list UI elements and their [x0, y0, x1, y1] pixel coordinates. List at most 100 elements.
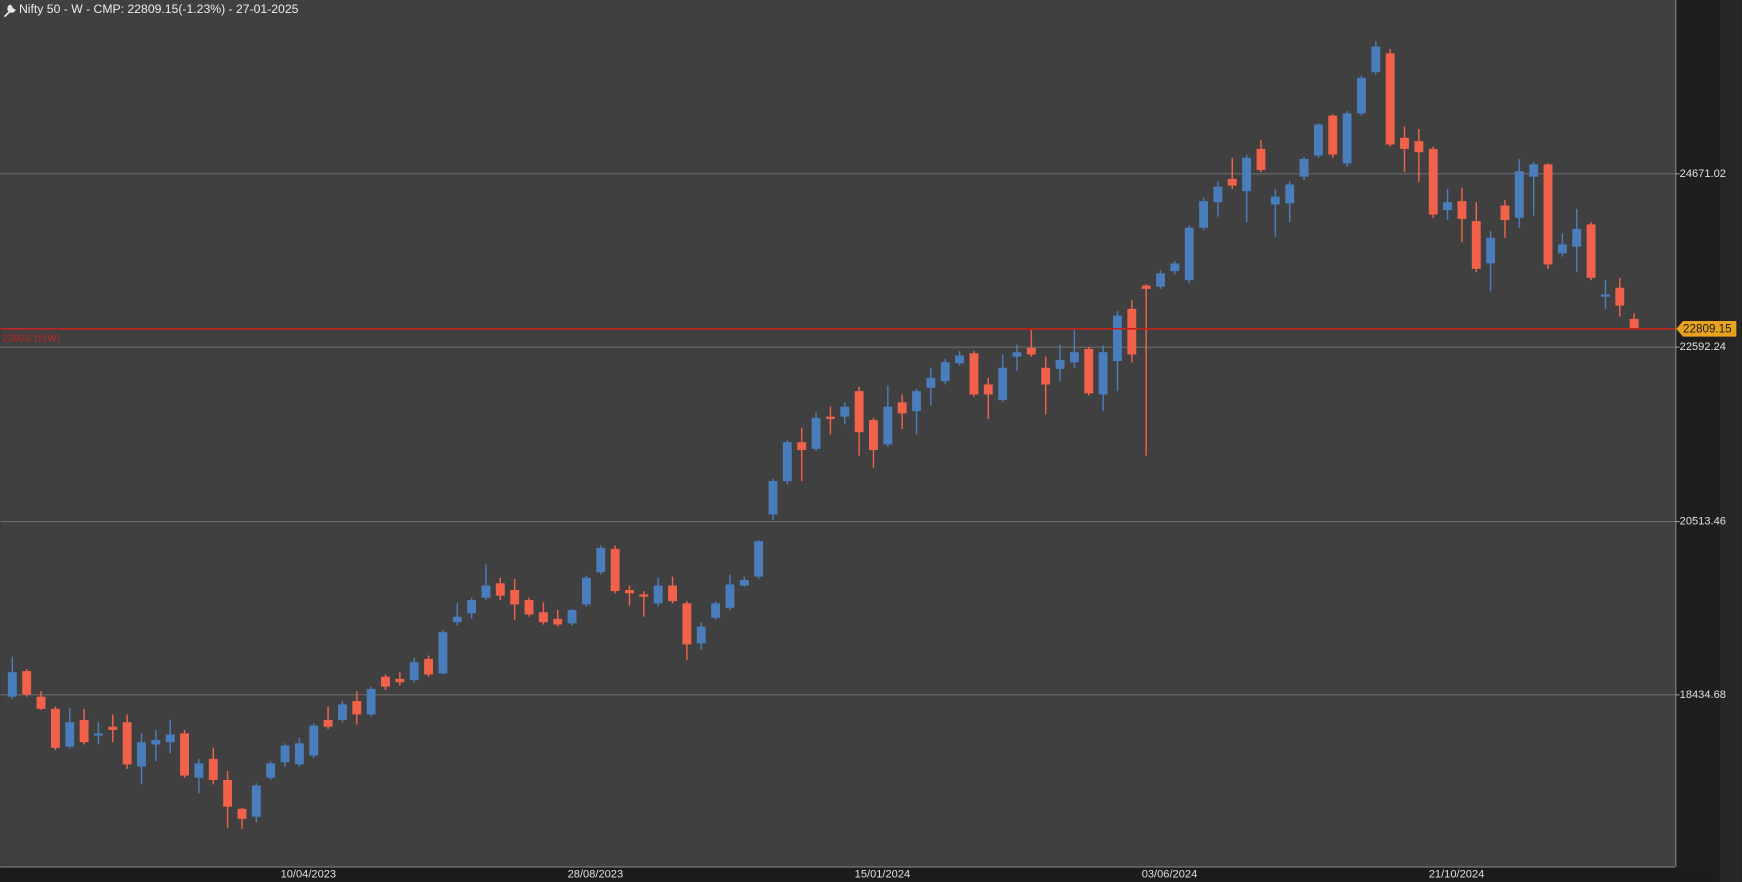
candle-body — [1328, 115, 1338, 155]
candle-body — [625, 589, 634, 594]
candle-body — [137, 742, 146, 767]
candle-body — [251, 785, 261, 817]
candle-body — [1069, 352, 1079, 363]
candle-body — [869, 419, 878, 450]
candle-body — [266, 763, 276, 778]
candle-body — [912, 391, 921, 412]
candle-body — [538, 612, 548, 623]
candle-body — [811, 417, 821, 449]
candle-body — [309, 725, 319, 756]
candle-body — [93, 733, 103, 736]
candles — [7, 41, 1639, 829]
candle-body — [223, 780, 233, 807]
candle-body — [1199, 201, 1209, 228]
candle-body — [1529, 164, 1539, 177]
plot-background — [0, 0, 1676, 867]
candle-body — [381, 676, 390, 687]
candle-body — [22, 671, 32, 695]
candle-body — [122, 722, 132, 765]
candle-body — [1428, 148, 1438, 215]
wrench-icon[interactable] — [3, 4, 16, 18]
candle-body — [1371, 46, 1381, 73]
candle-body — [610, 548, 620, 592]
candle-body — [424, 658, 433, 675]
candle-body — [1500, 205, 1510, 220]
candle-body — [1041, 367, 1051, 385]
candle-body — [510, 589, 520, 605]
candle-body — [108, 726, 118, 731]
candle-body — [323, 719, 333, 727]
candle-body — [1213, 186, 1223, 203]
candle-body — [1084, 348, 1094, 394]
candle-body — [467, 600, 477, 614]
candle-body — [653, 585, 663, 604]
candle-body — [1543, 164, 1553, 265]
title-block: Nifty 50 - W - CMP: 22809.15(-1.23%) - 2… — [3, 2, 299, 18]
candle-body — [825, 416, 835, 419]
candle-body — [180, 733, 189, 776]
candle-body — [1414, 141, 1424, 153]
candle-body — [1256, 148, 1266, 171]
candle-body — [1400, 137, 1409, 149]
candle-body — [768, 481, 778, 515]
price-axis-panel — [1675, 0, 1720, 867]
candle-body — [194, 763, 204, 778]
candle-body — [782, 442, 792, 482]
candle-body — [524, 600, 534, 615]
candle-body — [165, 734, 175, 743]
candle-body — [1457, 201, 1467, 219]
candle-body — [754, 541, 764, 577]
overlay: 22809.15(W) 22809.15 — [0, 321, 1737, 344]
y-tick-label: 22592.24 — [1680, 341, 1726, 353]
candle-body — [581, 577, 591, 605]
y-tick-label: 24671.02 — [1680, 168, 1726, 180]
candle-body — [1615, 287, 1625, 306]
candle-body — [897, 402, 907, 414]
grid: 18434.68 20513.46 22592.24 24671.02 10/04/20… — [0, 168, 1726, 881]
candle-body — [596, 547, 606, 573]
x-tick-label: 03/06/2024 — [1142, 869, 1198, 881]
candle-body — [1443, 202, 1453, 211]
candle-body — [1299, 158, 1309, 177]
candle-body — [668, 585, 677, 602]
candle-body — [409, 662, 419, 681]
candle-body — [639, 594, 649, 597]
chart-title: Nifty 50 - W - CMP: 22809.15(-1.23%) - 2… — [19, 2, 299, 16]
candle-body — [495, 583, 505, 596]
candle-body — [1113, 315, 1122, 362]
candle-body — [1471, 221, 1481, 269]
candle-body — [1600, 294, 1610, 297]
candle-body — [682, 603, 692, 645]
candle-body — [1184, 227, 1194, 281]
candle-body — [237, 808, 247, 819]
candle-body — [1026, 347, 1036, 355]
candle-body — [739, 580, 749, 586]
candle-body — [567, 610, 577, 624]
scroll-strip — [1719, 0, 1742, 882]
candle-body — [1357, 77, 1366, 114]
cmp-line-label: 22809.15(W) — [2, 333, 60, 344]
candle-body — [7, 672, 17, 697]
candle-body — [969, 353, 979, 395]
y-tick-label: 20513.46 — [1680, 515, 1726, 527]
candle-body — [1313, 124, 1323, 156]
candle-body — [1514, 171, 1524, 218]
candle-body — [1385, 53, 1395, 145]
candle-body — [1629, 318, 1639, 329]
candle-body — [711, 603, 721, 618]
candle-body — [983, 384, 993, 395]
candle-body — [337, 704, 347, 720]
candle-body — [1285, 184, 1295, 204]
candle-body — [208, 758, 218, 781]
candle-body — [1170, 263, 1180, 272]
candle-body — [1586, 224, 1596, 278]
candle-body — [955, 355, 965, 364]
candle-body — [452, 616, 462, 623]
candle-body — [1141, 285, 1151, 289]
candle-body — [553, 618, 563, 625]
candle-body — [696, 626, 706, 644]
candle-body — [1342, 113, 1352, 164]
candle-body — [840, 406, 850, 417]
candle-body — [352, 701, 362, 715]
candle-body — [50, 708, 60, 748]
